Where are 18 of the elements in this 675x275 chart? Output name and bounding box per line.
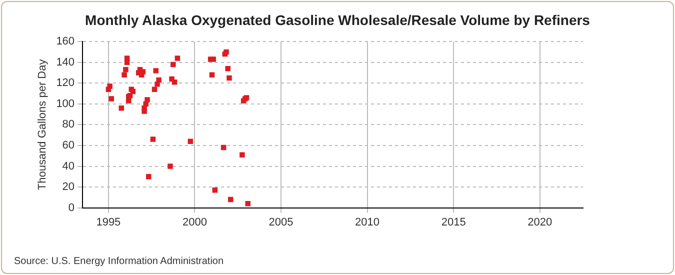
x-tick-label: 1995 [96, 216, 121, 228]
x-tick-label: 2015 [441, 216, 466, 228]
source-note: Source: U.S. Energy Information Administration [14, 256, 224, 267]
y-tick-label: 100 [56, 98, 75, 110]
y-axis-title: Thousand Gallons per Day [36, 58, 49, 190]
x-tick-label: 2010 [355, 216, 380, 228]
y-tick-label: 120 [56, 77, 75, 90]
x-tick-label: 2000 [182, 216, 207, 228]
x-tick-label: 2020 [528, 216, 552, 228]
y-tick-label: 140 [56, 56, 75, 68]
y-tick-label: 0 [68, 202, 75, 214]
x-tick-label: 2005 [268, 216, 294, 228]
y-tick-label: 160 [56, 36, 75, 48]
y-tick-label: 40 [62, 160, 75, 172]
chart-title: Monthly Alaska Oxygenated Gasoline Wholesale/Resale Volume by Refiners [84, 12, 591, 28]
y-tick-label: 60 [62, 140, 75, 152]
y-tick-label: 20 [62, 181, 75, 194]
y-tick-label: 80 [62, 118, 75, 131]
